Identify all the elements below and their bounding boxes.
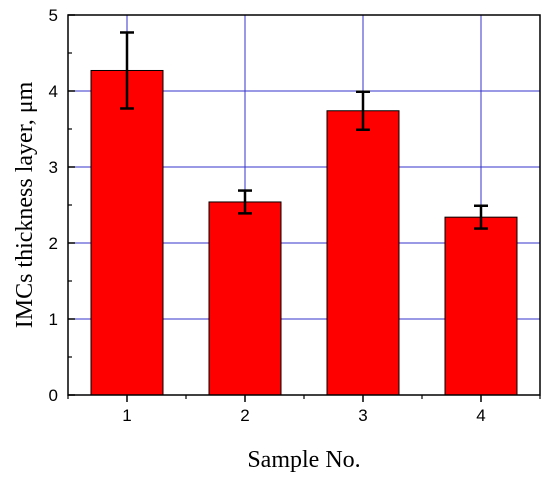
x-tick-label: 2 bbox=[240, 406, 249, 425]
x-tick-label: 3 bbox=[358, 406, 367, 425]
bar-2 bbox=[208, 201, 282, 396]
y-tick-label: 5 bbox=[49, 6, 58, 25]
y-tick-label: 2 bbox=[49, 234, 58, 253]
x-tick-label: 4 bbox=[476, 406, 485, 425]
bar-3 bbox=[326, 110, 400, 396]
bars-group bbox=[90, 69, 518, 396]
error-bars-group bbox=[120, 31, 488, 230]
y-tick-label: 4 bbox=[49, 82, 58, 101]
y-tick-label: 3 bbox=[49, 158, 58, 177]
axis-ticks: 0 1 2 3 4 5 1 2 3 4 bbox=[49, 6, 541, 425]
x-tick-label: 1 bbox=[122, 406, 131, 425]
bar-4 bbox=[444, 216, 518, 396]
y-axis-title: IMCs thickness layer, μm bbox=[12, 81, 38, 328]
y-tick-label: 0 bbox=[49, 386, 58, 405]
bar-1 bbox=[90, 69, 164, 396]
y-tick-label: 1 bbox=[49, 310, 58, 329]
x-axis-title: Sample No. bbox=[247, 447, 360, 473]
